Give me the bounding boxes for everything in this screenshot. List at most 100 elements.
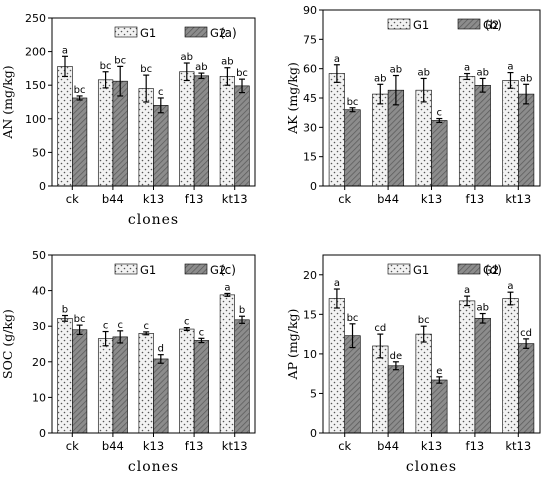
panel-c-xtick-label-f13: f13 (185, 439, 204, 453)
panel-a-ytick-label-50: 50 (32, 146, 46, 159)
panel-d-xtick-label-k13: k13 (421, 439, 442, 453)
panel-b-legend-label-g1: G1 (413, 18, 429, 32)
panel-c-bar-g1-ck (57, 318, 73, 434)
panel-d-bar-g2-kt13 (517, 343, 535, 434)
panel-a-plot-frame (51, 17, 256, 187)
panel-c-xtick-label-k13: k13 (143, 439, 164, 453)
panel-b-ytick-label-75: 75 (303, 33, 317, 46)
panel-a-bar-g2-kt13 (234, 85, 250, 187)
panel-c-sig-label-g2-ck: bc (74, 314, 86, 325)
panel-a-ytick-label-250: 250 (25, 12, 46, 25)
panel-c-sig-label-g2-b44: c (117, 320, 123, 331)
panel-b-xtick-label-f13: f13 (466, 192, 485, 206)
panel-a-legend-label-g1: G1 (140, 26, 156, 40)
panel-d-sig-label-g1-f13: a (464, 285, 470, 296)
panel-d-xtick-label-b44: b44 (377, 439, 399, 453)
panel-d-bar-g2-f13 (474, 317, 491, 434)
panel-b-bar-g2-k13 (431, 120, 448, 187)
panel-b-bar-g1-kt13 (502, 80, 519, 187)
panel-c-ytick-label-0: 0 (39, 427, 46, 440)
panel-b-ytick-label-0: 0 (310, 180, 317, 193)
panel-a-xtick-label-k13: k13 (143, 192, 164, 206)
panel-c-bar-g1-kt13 (219, 294, 235, 434)
panel-d-xtick-label-ck: ck (338, 439, 351, 453)
panel-a-bar-g2-b44 (112, 80, 128, 187)
panel-d-sig-label-g1-k13: bc (418, 315, 430, 326)
panel-d-bar-g2-k13 (431, 379, 448, 434)
panel-a-xtick-label-f13: f13 (185, 192, 204, 206)
panel-b-sig-label-g1-f13: a (464, 63, 470, 74)
panel-c-ytick-label-30: 30 (32, 320, 46, 333)
panel-d-x-axis-title: clones (406, 459, 457, 475)
panel-a-sig-label-g2-b44: bc (114, 55, 126, 66)
panel-b-xtick-label-ck: ck (338, 192, 351, 206)
panel-b-sig-label-g2-k13: c (437, 108, 443, 119)
panel-c-bar-g1-f13 (179, 328, 195, 434)
panel-c-xtick-label-kt13: kt13 (222, 439, 248, 453)
panel-a-y-axis-title: AN (mg/kg) (0, 65, 15, 139)
panel-d-sig-label-g1-kt13: a (507, 281, 513, 292)
panel-c-sig-label-g1-kt13: a (224, 282, 230, 293)
panel-d-sig-label-g2-k13: e (436, 366, 442, 377)
panel-a-bar-g2-k13 (153, 105, 169, 187)
panel-d-legend-swatch-g1 (387, 263, 411, 275)
panel-a-sig-label-g2-k13: c (158, 87, 164, 98)
panel-b-ytick-label-45: 45 (303, 92, 317, 105)
panel-d-sig-label-g2-f13: ab (476, 303, 488, 314)
panel-d-bar-g2-b44 (387, 365, 405, 434)
panel-c-sig-label-g2-k13: d (158, 344, 164, 355)
panel-b-bar-g1-f13 (458, 76, 476, 187)
panel-a-xtick-label-b44: b44 (102, 192, 124, 206)
panel-c-xtick-label-b44: b44 (102, 439, 124, 453)
panel-c-sig-label-g1-ck: b (62, 305, 68, 316)
panel-c-ytick-label-20: 20 (32, 356, 46, 369)
panel-c-bar-g2-f13 (193, 340, 210, 434)
panel-c-sig-label-g2-kt13: b (239, 305, 245, 316)
panel-a-bar-g2-f13 (193, 75, 210, 187)
panel-d-bar-g1-f13 (458, 300, 476, 434)
panel-b-legend-label-g2: G2 (483, 18, 499, 32)
panel-a-x-axis-title: clones (128, 212, 179, 228)
panel-a-xtick-label-kt13: kt13 (222, 192, 248, 206)
panel-a-ytick-label-100: 100 (25, 113, 46, 126)
panel-c-bar-g1-k13 (138, 333, 154, 434)
panel-b-ytick-label-90: 90 (303, 4, 317, 17)
panel-c-legend-label-g1: G1 (140, 263, 156, 277)
panel-d-ytick-label-20: 20 (303, 269, 317, 282)
panel-b-bar-g2-f13 (474, 84, 491, 187)
panel-b-sig-label-g1-k13: ab (417, 67, 429, 78)
panel-c-bar-g2-b44 (112, 336, 128, 434)
panel-c-ytick-label-50: 50 (32, 249, 46, 262)
panel-b-sig-label-g1-ck: a (334, 54, 340, 65)
panel-b-bar-g2-ck (344, 109, 361, 187)
panel-d-sig-label-g1-ck: a (334, 278, 340, 289)
panel-d-xtick-label-kt13: kt13 (505, 439, 531, 453)
panel-b-sig-label-g2-f13: ab (476, 67, 488, 78)
panel-d-legend-swatch-g2 (457, 263, 481, 275)
panel-d-y-axis-title: AP (mg/kg) (285, 309, 300, 381)
panel-d-bar-g1-kt13 (502, 298, 519, 434)
panel-c-xtick-label-ck: ck (66, 439, 79, 453)
panel-a-sig-label-g1-kt13: ab (221, 57, 233, 68)
panel-d-ytick-label-0: 0 (310, 427, 317, 440)
panel-c-bar-g2-kt13 (234, 319, 250, 434)
panel-b-xtick-label-k13: k13 (421, 192, 442, 206)
panel-d-bar-g2-ck (344, 335, 361, 434)
panel-b-bar-g1-ck (328, 73, 345, 187)
panel-c-bar-g2-ck (72, 329, 88, 434)
panel-a-sig-label-g1-ck: a (62, 45, 68, 56)
panel-a-legend-swatch-g2 (184, 26, 208, 38)
panel-b-legend-swatch-g2 (457, 18, 481, 30)
panel-a-ytick-label-150: 150 (25, 79, 46, 92)
panel-c-ytick-label-40: 40 (32, 285, 46, 298)
panel-a-bar-g1-kt13 (219, 76, 235, 187)
panel-c-y-axis-title: SOC (g/kg) (0, 309, 15, 379)
panel-d-panel-tag: (d) (485, 263, 502, 277)
panel-c-legend-label-g2: G2 (210, 263, 226, 277)
panel-c-legend-swatch-g2 (184, 263, 208, 275)
panel-a-sig-label-g2-kt13: bc (236, 68, 248, 79)
